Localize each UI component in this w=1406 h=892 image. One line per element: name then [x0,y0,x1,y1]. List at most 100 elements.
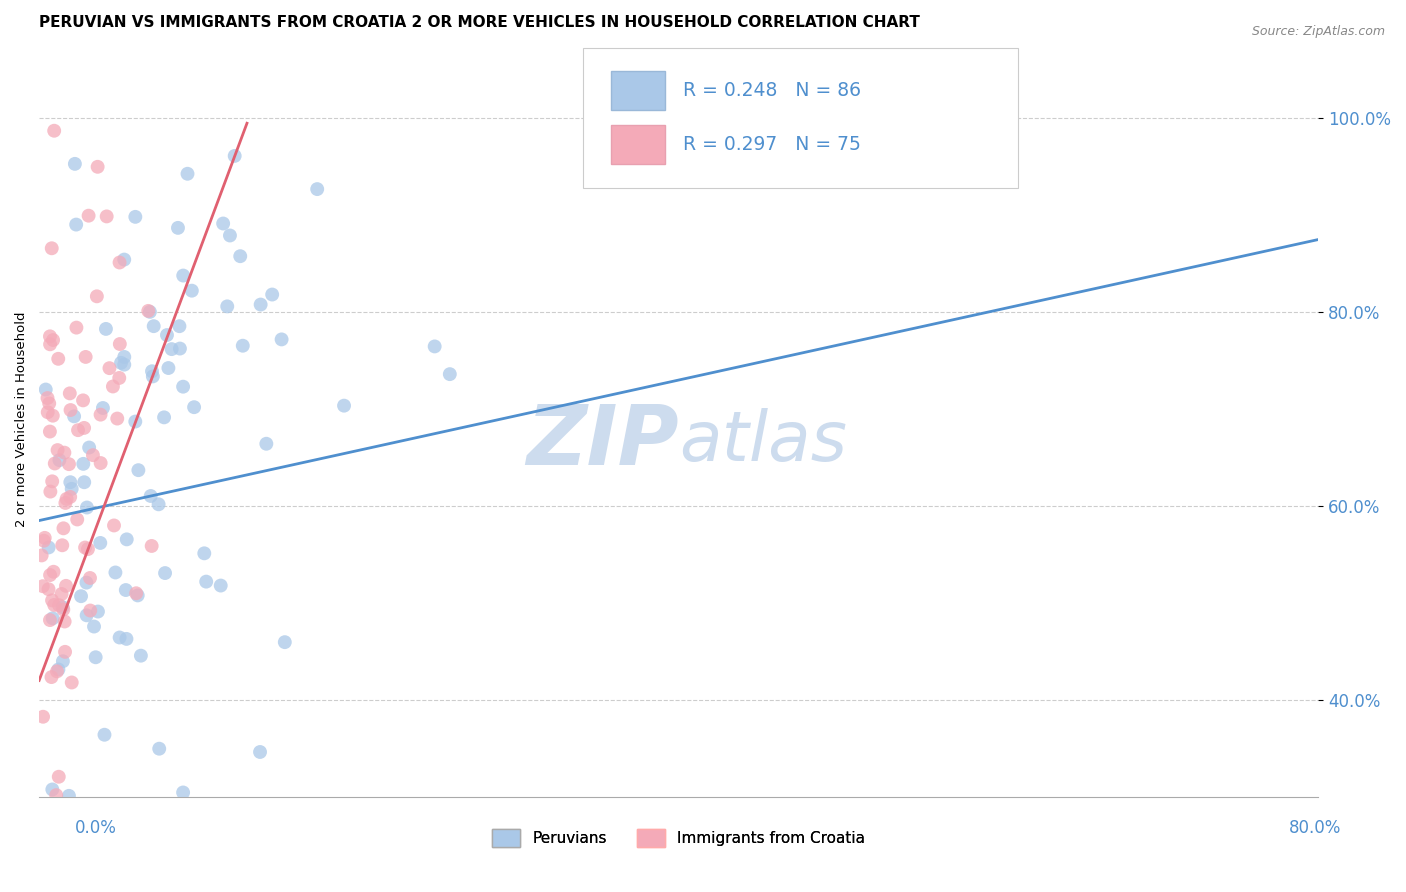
Point [46,443,69,458]
Point [48,453,70,467]
FancyBboxPatch shape [582,48,1018,188]
Point [41,670,63,684]
Point [136,304,159,318]
Point [73,421,96,435]
Point [156,328,179,343]
Point [142,844,165,858]
Point [127,463,149,477]
Point [125,586,148,600]
Text: PERUVIAN VS IMMIGRANTS FROM CROATIA 2 OR MORE VEHICLES IN HOUSEHOLD CORRELATION : PERUVIAN VS IMMIGRANTS FROM CROATIA 2 OR… [39,15,920,30]
Point [115,533,138,547]
Point [112,252,135,267]
Point [60,482,83,496]
Point [31,549,53,563]
Point [212,217,235,231]
Point [96,210,118,224]
Point [55,496,77,510]
Point [169,342,191,356]
Point [115,632,138,646]
Point [153,410,176,425]
Point [65,320,87,334]
Point [153,566,176,580]
Point [105,411,128,425]
Point [167,220,190,235]
Point [52,654,75,668]
Point [217,299,239,313]
Point [101,379,124,393]
Point [53,645,76,659]
Point [55,491,77,506]
Legend: Peruvians, Immigrants from Croatia: Peruvians, Immigrants from Croatia [486,822,872,854]
Point [93,728,115,742]
Point [42,409,65,423]
Point [169,319,191,334]
Point [66,512,89,526]
Point [39,337,62,351]
Point [172,785,194,799]
Point [172,380,194,394]
Point [229,249,252,263]
Point [59,475,82,490]
Point [75,350,97,364]
Y-axis label: 2 or more Vehicles in Household: 2 or more Vehicles in Household [15,311,28,526]
Point [59,490,82,504]
Point [48,770,70,784]
Point [53,615,76,629]
Point [32,710,55,724]
Point [439,367,461,381]
Point [52,602,75,616]
Point [129,648,152,663]
Point [39,613,62,627]
Point [180,284,202,298]
Point [60,675,83,690]
Point [67,423,90,437]
Point [84,650,107,665]
Point [157,361,180,376]
Point [58,457,80,471]
Point [103,518,125,533]
Point [77,441,100,455]
Point [139,489,162,503]
Point [77,542,100,557]
Point [38,541,60,555]
Point [44,124,66,138]
Point [39,568,62,582]
Point [31,579,53,593]
Point [48,598,70,612]
Point [232,339,254,353]
Point [103,873,125,888]
Point [41,241,63,255]
Point [108,371,131,385]
Point [70,589,93,603]
Point [46,665,69,679]
Point [39,484,62,499]
Point [51,538,73,552]
FancyBboxPatch shape [610,125,665,164]
Point [38,425,60,439]
Point [37,405,59,419]
Point [195,574,218,589]
Point [52,521,75,535]
Point [104,566,127,580]
Point [176,167,198,181]
Point [49,855,72,869]
Point [307,182,329,196]
Point [155,815,177,830]
Point [108,255,131,269]
Point [59,386,82,401]
Point [86,160,108,174]
Point [72,457,94,471]
Point [52,600,75,615]
Point [108,631,131,645]
Point [63,157,86,171]
Point [37,391,59,405]
Point [41,782,63,797]
Point [76,500,98,515]
Point [112,350,135,364]
Point [38,396,60,410]
Point [183,400,205,414]
Point [72,393,94,408]
Point [59,403,82,417]
Point [274,635,297,649]
Point [262,287,284,301]
